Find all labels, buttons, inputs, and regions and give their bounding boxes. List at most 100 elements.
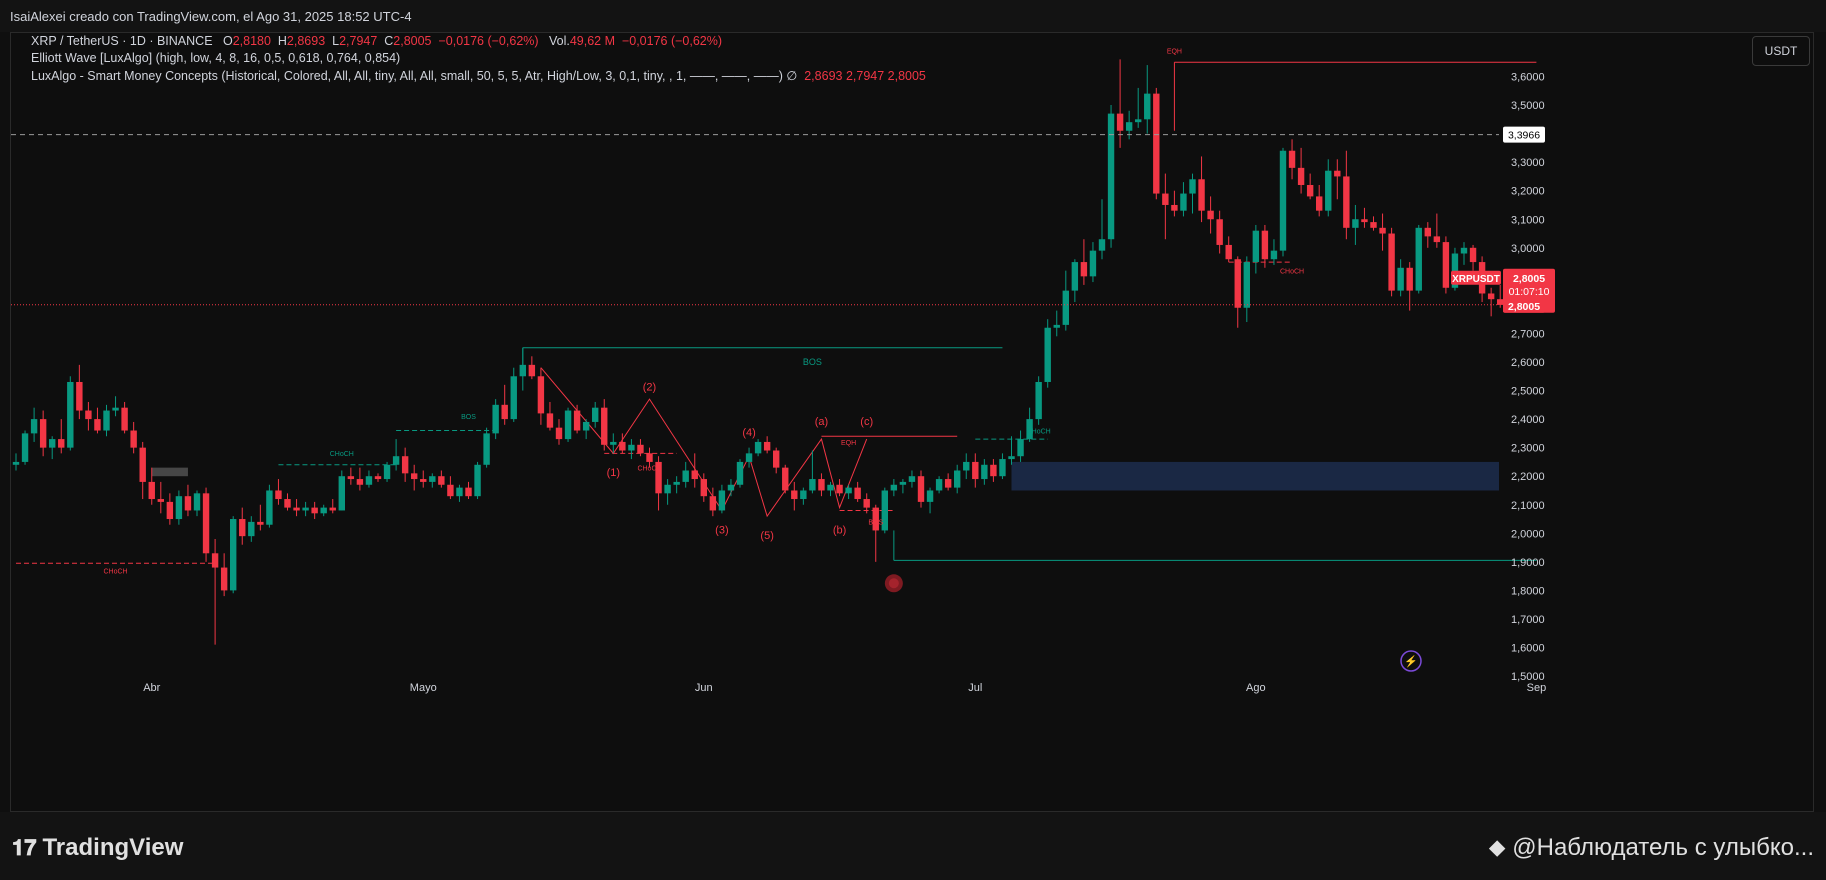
candle-body — [85, 410, 92, 420]
candle-body — [582, 421, 590, 431]
candle-body — [773, 450, 780, 468]
indicator-legend-smc[interactable]: LuxAlgo - Smart Money Concepts (Historic… — [31, 68, 926, 83]
current-price-text: 2,8005 — [1513, 273, 1545, 285]
candle-body — [230, 519, 237, 591]
candle-body — [148, 481, 155, 500]
y-tick-label: 2,7000 — [1511, 328, 1545, 340]
x-tick-label: Jul — [968, 682, 982, 694]
candle-body — [320, 507, 327, 514]
candle-body — [1279, 150, 1287, 251]
candle-body — [1361, 219, 1368, 223]
candle-body — [374, 476, 382, 480]
wave-label: (c) — [860, 416, 873, 428]
candle-body — [338, 476, 345, 511]
close-value: 2,8005 — [393, 34, 432, 48]
candle-body — [736, 461, 744, 485]
candle-body — [800, 490, 807, 500]
candle-body — [1460, 247, 1468, 254]
tv-brand-name: TradingView — [42, 834, 184, 861]
candle-body — [266, 490, 273, 525]
candle-body — [791, 490, 798, 500]
high-value: 2,8693 — [286, 34, 326, 48]
ticker-box — [1451, 270, 1501, 285]
y-tick-label: 2,1000 — [1511, 500, 1545, 512]
chart-panel[interactable]: BOS BOS CHoCH CHoCH CHoCH CHoCH CHoCH EQH EQH BOS… — [10, 32, 1814, 812]
candle-body — [1107, 113, 1115, 240]
header-bar: IsaiAlexei creado con TradingView.com, e… — [0, 0, 1826, 32]
candle-body — [420, 479, 427, 482]
tv-logo-icon: 𝟏𝟕 — [12, 835, 37, 860]
candle-body — [76, 381, 83, 411]
volume-label: Vol. — [548, 34, 570, 48]
candle-body — [501, 404, 508, 420]
candle-body — [1062, 290, 1069, 325]
candle-body — [1135, 119, 1142, 123]
candle-body — [1487, 293, 1495, 300]
candle-body — [275, 490, 282, 500]
smc-label: CHoCH — [103, 568, 127, 575]
candle-body — [1153, 93, 1160, 194]
candle-body — [628, 444, 635, 451]
candle-body — [601, 407, 608, 445]
y-tick-label: 2,2000 — [1511, 471, 1545, 483]
smc-label: BOS — [803, 357, 822, 367]
candle-body — [1125, 122, 1133, 131]
candle-body — [990, 464, 997, 477]
candle-body — [1144, 93, 1151, 120]
wave-label: (5) — [760, 530, 773, 542]
candle-body — [49, 439, 56, 448]
candle-body — [854, 487, 861, 500]
candle-body — [1424, 227, 1431, 237]
candle-body — [637, 444, 644, 454]
countdown-text: 01:07:10 — [1509, 286, 1550, 298]
candle-body — [175, 496, 183, 520]
candle-body — [1198, 179, 1205, 211]
candle-body — [492, 404, 499, 434]
price-chart[interactable]: BOS BOS CHoCH CHoCH CHoCH CHoCH CHoCH EQH EQH BOS… — [11, 33, 1815, 813]
candle-body — [1234, 259, 1241, 308]
candle-body — [1098, 239, 1106, 251]
volume-value: 49,62 M — [569, 34, 615, 48]
candle-body — [411, 473, 418, 480]
candle-body — [890, 484, 898, 491]
candle-body — [202, 493, 210, 554]
candle-body — [211, 553, 219, 568]
candle-body — [935, 479, 943, 491]
candle-body — [456, 487, 463, 497]
candle-body — [1297, 167, 1305, 185]
candle-body — [21, 433, 29, 462]
candle-body — [745, 453, 753, 462]
y-tick-label: 3,2000 — [1511, 186, 1545, 198]
candle-body — [845, 487, 852, 494]
candle-body — [1216, 219, 1223, 245]
candle-body — [754, 441, 762, 454]
wave-label: (a) — [815, 416, 828, 428]
candle-body — [1406, 267, 1413, 291]
candle-body — [827, 484, 834, 491]
lightning-glyph: ⚡ — [1404, 655, 1418, 668]
candle-body — [972, 461, 979, 480]
y-tick-label: 1,5000 — [1511, 671, 1545, 683]
candle-body — [1053, 324, 1060, 328]
candle-body — [818, 479, 825, 491]
candle-body — [881, 490, 888, 531]
candle-body — [130, 430, 137, 448]
candle-body — [1497, 299, 1504, 305]
symbol-legend[interactable]: XRP / TetherUS · 1D · BINANCE O2,8180 H2… — [31, 34, 722, 48]
price-label-high-text: 3,3966 — [1508, 130, 1540, 142]
candle-body — [311, 507, 318, 514]
close-label: C — [384, 34, 394, 48]
candle-body — [619, 441, 626, 451]
candle-body — [193, 493, 201, 511]
candle-body — [1044, 327, 1051, 382]
currency-button[interactable]: USDT — [1752, 36, 1810, 66]
candle-body — [1451, 253, 1459, 288]
indicator-legend-elliott[interactable]: Elliott Wave [LuxAlgo] (high, low, 4, 8,… — [31, 51, 400, 65]
x-tick-label: Jun — [695, 682, 713, 694]
y-tick-label: 2,4000 — [1511, 414, 1545, 426]
tradingview-logo[interactable]: 𝟏𝟕 TradingView — [12, 834, 183, 862]
x-tick-label: Sep — [1527, 682, 1547, 694]
smc-label: EQH — [841, 440, 856, 447]
candle-body — [429, 476, 436, 482]
low-value: 2,7947 — [339, 34, 378, 48]
